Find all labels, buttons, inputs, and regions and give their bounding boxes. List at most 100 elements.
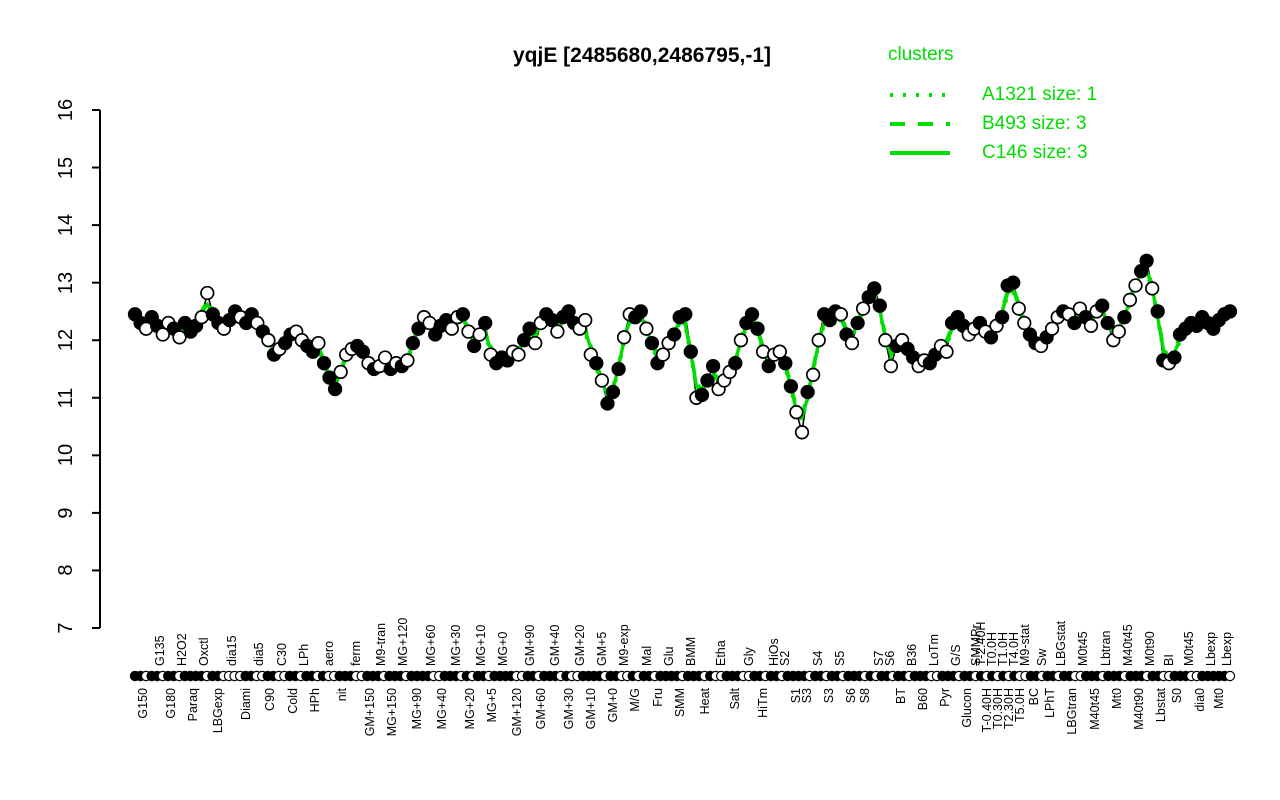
condition-label: Gly <box>741 647 756 666</box>
condition-label: Mal <box>639 645 654 666</box>
condition-label: Mt0 <box>1109 688 1124 709</box>
y-tick-label: 14 <box>55 213 77 237</box>
condition-label: LPh <box>296 643 311 666</box>
legend-label: B493 size: 3 <box>982 112 1087 134</box>
y-tick-label: 11 <box>55 387 77 409</box>
condition-label: Glu <box>661 646 676 666</box>
data-point-filled <box>522 321 537 336</box>
data-point-filled <box>683 344 698 359</box>
data-point-open <box>472 327 487 342</box>
data-point-filled <box>1100 315 1115 331</box>
data-point-open <box>772 344 787 359</box>
condition-label: BI <box>1162 654 1177 666</box>
condition-label: LBGstat <box>1054 620 1069 666</box>
data-point-open <box>833 307 849 322</box>
legend: clusters A1321 size: 1 B493 size: 3 C146… <box>888 44 1228 167</box>
y-tick-label: 12 <box>55 329 77 352</box>
data-point-filled <box>744 307 760 322</box>
data-point-filled <box>1067 315 1082 331</box>
data-point-open <box>844 335 860 351</box>
condition-label: ferm <box>349 641 364 666</box>
condition-label: G135 <box>152 635 167 666</box>
condition-label: LPhT <box>1043 688 1058 718</box>
condition-label: MG+120 <box>396 617 411 666</box>
condition-label: GM+20 <box>573 624 588 666</box>
condition-label: Oxctl <box>197 637 212 666</box>
data-point-filled <box>605 384 621 400</box>
condition-label: BMM <box>683 636 698 666</box>
condition-label: G180 <box>163 688 178 719</box>
condition-label: T5.0H <box>1012 688 1027 723</box>
data-point-open <box>1044 321 1060 336</box>
condition-label: M40t45 <box>1087 688 1102 730</box>
data-point-filled <box>1150 304 1165 319</box>
data-point-filled <box>466 338 482 354</box>
data-point-open <box>811 333 826 348</box>
data-point-open <box>639 321 654 336</box>
condition-label: LoTm <box>927 634 942 666</box>
data-point-open <box>511 347 526 362</box>
condition-label: C30 <box>274 643 289 666</box>
condition-label: Sw <box>1034 648 1049 666</box>
data-point-filled <box>405 335 421 351</box>
data-point-open <box>1111 324 1126 339</box>
y-tick-label: 9 <box>55 507 77 519</box>
condition-label: Lbexp <box>1203 631 1218 666</box>
data-point-filled <box>983 330 999 345</box>
data-point-filled <box>778 356 793 371</box>
condition-label: S6 <box>882 650 897 666</box>
condition-label: BT <box>893 688 908 704</box>
data-point-open <box>594 373 610 388</box>
legend-label: A1321 size: 1 <box>982 83 1098 105</box>
data-point-open <box>805 367 821 382</box>
data-point-filled <box>327 381 343 397</box>
condition-label: Cold <box>285 688 300 714</box>
data-point-open <box>883 358 899 374</box>
condition-label: MG+40 <box>434 688 449 730</box>
condition-label: S5 <box>833 650 848 666</box>
data-point-filled <box>561 304 576 319</box>
condition-label: M9-tran <box>374 622 389 666</box>
condition-label: dia5 <box>252 642 267 666</box>
condition-label: M40t90 <box>1131 688 1146 730</box>
data-point-filled <box>994 310 1010 325</box>
data-point-filled <box>455 307 471 322</box>
data-point-filled <box>316 356 332 371</box>
data-point-open <box>1083 318 1099 333</box>
data-point-open <box>733 333 749 348</box>
condition-label: GM+120 <box>509 688 524 737</box>
condition-label: MG+150 <box>385 688 400 737</box>
data-point-filled <box>728 356 743 371</box>
condition-label: Lbtran <box>1098 630 1113 666</box>
condition-label: dia15 <box>224 635 239 666</box>
data-point-filled <box>694 387 710 403</box>
condition-label: Diami <box>238 688 253 720</box>
data-point-open <box>155 327 170 342</box>
condition-label: Lbexp <box>1220 631 1235 666</box>
condition-label: B60 <box>916 688 931 711</box>
data-point-open <box>528 335 543 351</box>
condition-label: LBGexp <box>210 688 225 734</box>
condition-label: S8 <box>858 688 872 704</box>
condition-label: dia0 <box>1192 688 1207 712</box>
legend-item-a1321: A1321 size: 1 <box>888 80 1228 109</box>
y-tick-label: 13 <box>55 271 77 294</box>
condition-label: M/G <box>628 688 643 712</box>
y-tick-label: 10 <box>55 444 77 467</box>
condition-label: MG+10 <box>473 624 488 666</box>
condition-label: GM+10 <box>584 688 599 730</box>
data-point-filled <box>1117 310 1132 325</box>
condition-label: G/S <box>949 644 964 666</box>
condition-label: M0t45 <box>1076 631 1091 666</box>
data-point-open <box>855 301 871 316</box>
condition-label: HiTm <box>755 688 770 718</box>
data-point-filled <box>761 358 776 374</box>
condition-label: S3 <box>822 688 837 704</box>
data-point-open <box>794 425 810 440</box>
condition-label: Pyr <box>938 688 953 707</box>
y-tick-label: 16 <box>55 98 77 122</box>
condition-label: GM+60 <box>534 688 549 730</box>
data-point-open <box>616 330 632 345</box>
data-point-filled <box>872 298 887 313</box>
